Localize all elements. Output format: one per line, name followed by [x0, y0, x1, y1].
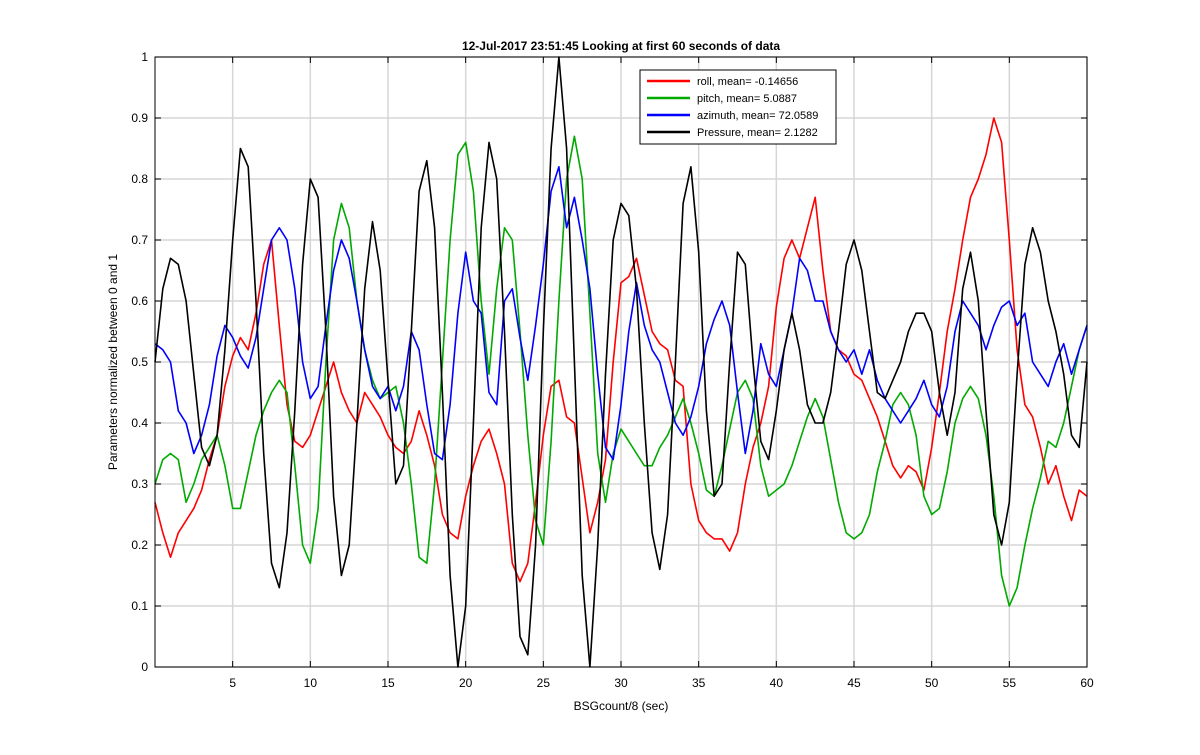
y-tick-label: 0.6	[131, 294, 148, 308]
y-tick-label: 0.4	[131, 416, 148, 430]
y-tick-label: 0.1	[131, 599, 148, 613]
legend-label: azimuth, mean= 72.0589	[697, 110, 818, 122]
series-lines	[154, 56, 1088, 668]
x-tick-label: 20	[459, 676, 473, 690]
y-axis-label: Parameters normalized between 0 and 1	[106, 254, 120, 470]
x-tick-label: 45	[847, 676, 861, 690]
x-axis-label: BSGcount/8 (sec)	[574, 699, 669, 713]
y-tick-labels: 0 0.1 0.2 0.3 0.4 0.5 0.6 0.7 0.8 0.9 1	[131, 50, 148, 674]
legend-label: roll, mean= -0.14656	[697, 76, 798, 88]
legend-label: pitch, mean= 5.0887	[697, 93, 797, 105]
legend-entries: roll, mean= -0.14656 pitch, mean= 5.0887 a…	[647, 76, 818, 139]
x-tick-label: 40	[770, 676, 784, 690]
x-tick-label: 60	[1080, 676, 1094, 690]
x-tick-label: 50	[925, 676, 939, 690]
x-tick-label: 5	[229, 676, 236, 690]
legend: roll, mean= -0.14656 pitch, mean= 5.0887 a…	[639, 69, 837, 145]
x-tick-labels: 5 10 15 20 25 30 35 40 45 50 55 60	[229, 676, 1094, 690]
x-tick-label: 15	[381, 676, 395, 690]
y-tick-label: 0	[141, 660, 148, 674]
y-tick-label: 0.9	[131, 111, 148, 125]
x-tick-label: 25	[537, 676, 551, 690]
x-tick-label: 35	[692, 676, 706, 690]
y-tick-label: 1	[141, 50, 148, 64]
chart-title: 12-Jul-2017 23:51:45 Looking at first 60…	[462, 39, 780, 53]
y-tick-label: 0.7	[131, 233, 148, 247]
x-tick-label: 30	[614, 676, 628, 690]
x-tick-label: 10	[304, 676, 318, 690]
series-line-0	[154, 117, 1088, 583]
legend-label: Pressure, mean= 2.1282	[697, 127, 818, 139]
x-tick-label: 55	[1003, 676, 1017, 690]
series-line-1	[154, 135, 1088, 607]
y-tick-label: 0.5	[131, 355, 148, 369]
y-tick-label: 0.2	[131, 538, 148, 552]
series-line-3	[154, 56, 1088, 668]
y-tick-label: 0.3	[131, 477, 148, 491]
series-line-2	[154, 166, 1088, 461]
ticks	[155, 56, 1088, 668]
y-tick-label: 0.8	[131, 172, 148, 186]
